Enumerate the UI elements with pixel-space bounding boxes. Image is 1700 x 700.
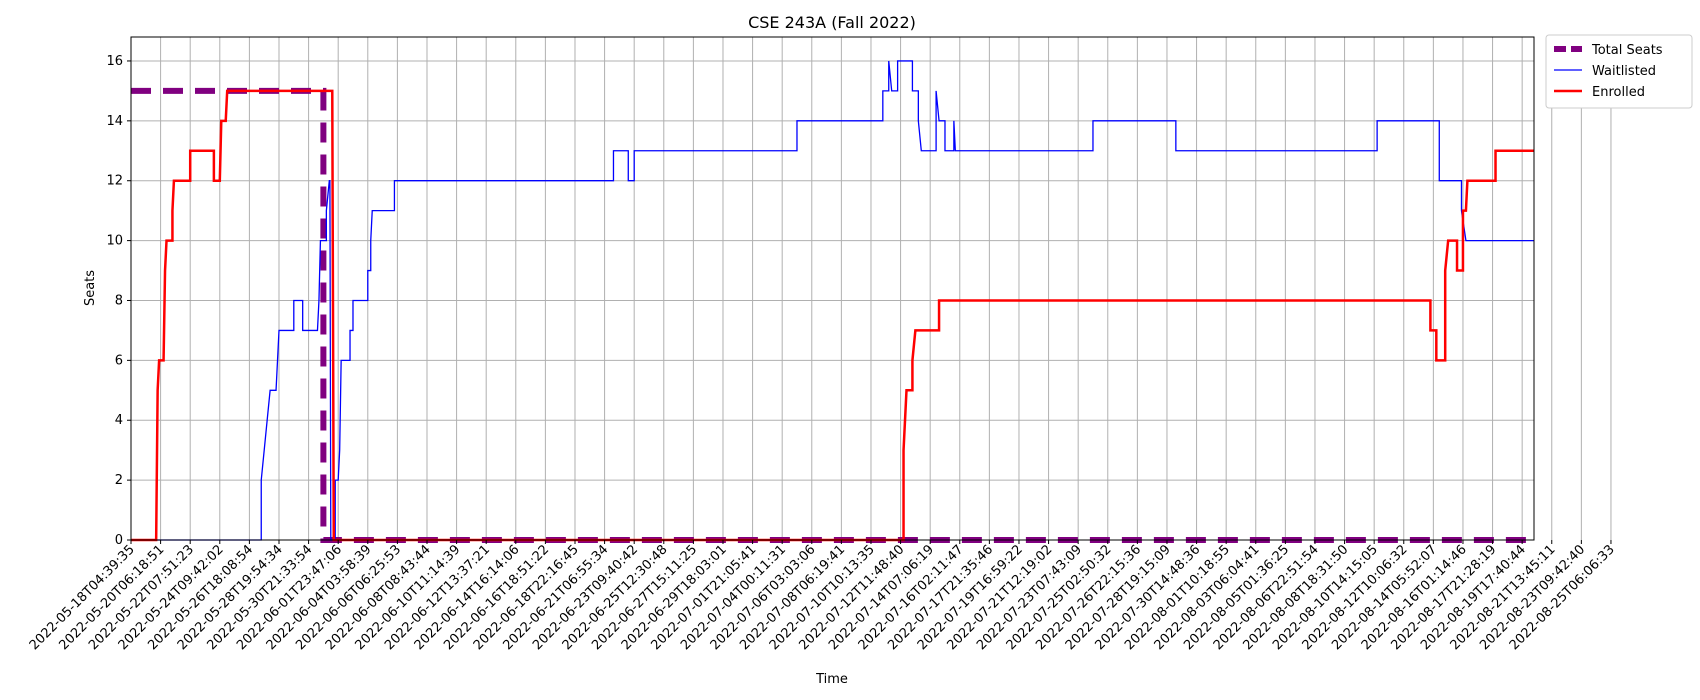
y-axis-label: Seats bbox=[83, 270, 98, 306]
series-line-waitlisted bbox=[131, 60, 1534, 541]
x-axis-label: Time bbox=[815, 672, 848, 687]
legend-label: Enrolled bbox=[1592, 85, 1645, 100]
plot-frame bbox=[130, 36, 1535, 541]
legend-box bbox=[1545, 34, 1693, 109]
y-tick-label: 12 bbox=[106, 174, 123, 189]
y-axis: 0 2 4 6 8 10 12 14 16 bbox=[106, 54, 131, 548]
series-layer bbox=[131, 60, 1534, 543]
legend: Total Seats Waitlisted Enrolled bbox=[1545, 34, 1693, 109]
chart-title: CSE 243A (Fall 2022) bbox=[748, 13, 916, 32]
y-tick-label: 4 bbox=[115, 413, 123, 428]
y-tick-label: 2 bbox=[115, 473, 123, 488]
y-tick-label: 0 bbox=[115, 533, 123, 548]
y-tick-label: 14 bbox=[106, 114, 123, 129]
legend-label: Total Seats bbox=[1591, 43, 1663, 58]
y-tick-label: 16 bbox=[106, 54, 123, 69]
series-line-enrolled bbox=[131, 89, 1534, 542]
y-tick-label: 10 bbox=[106, 234, 123, 249]
y-tick-label: 8 bbox=[115, 293, 123, 308]
y-tick-label: 6 bbox=[115, 353, 123, 368]
legend-label: Waitlisted bbox=[1592, 64, 1656, 79]
